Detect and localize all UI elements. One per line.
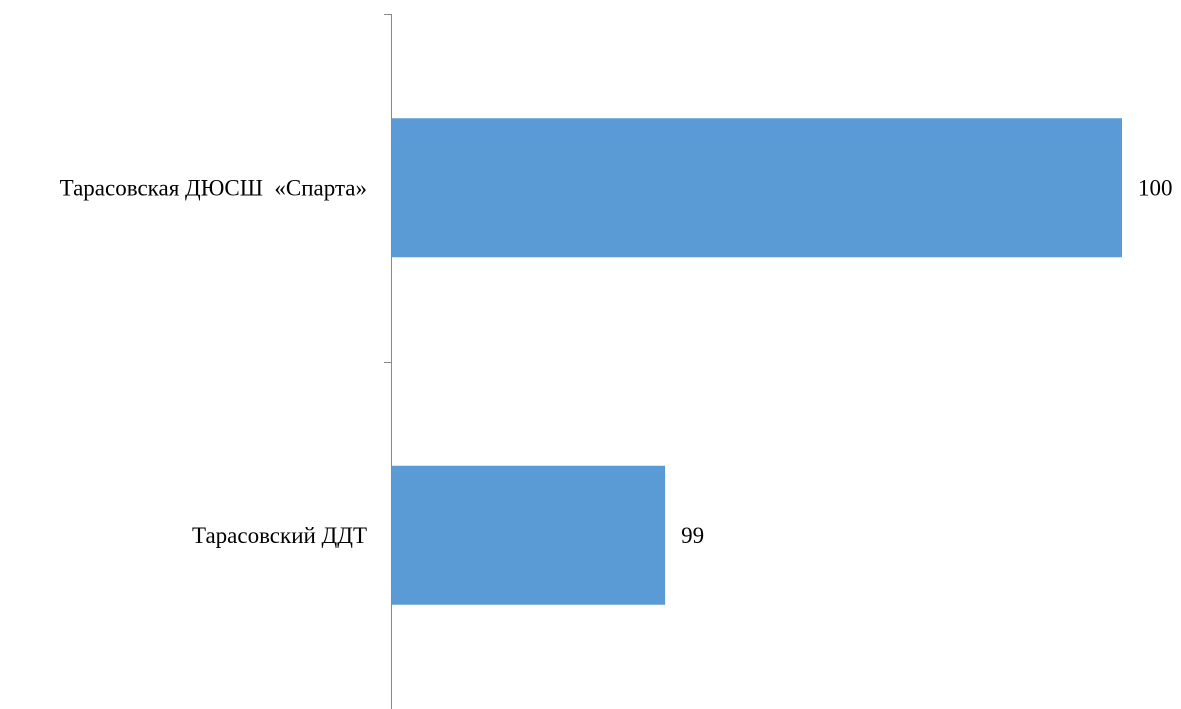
category-label: Тарасовский ДДТ [192,523,367,548]
labels-layer: Тарасовская ДЮСШ «Спарта» 100 Тарасовский … [60,175,1173,548]
data-label: 100 [1138,175,1173,200]
category-label: Тарасовская ДЮСШ «Спарта» [60,175,367,200]
bar [392,118,1122,258]
data-label: 99 [681,523,704,548]
bars-layer [392,118,1122,605]
bar [392,465,666,605]
axis-layer [384,14,392,709]
